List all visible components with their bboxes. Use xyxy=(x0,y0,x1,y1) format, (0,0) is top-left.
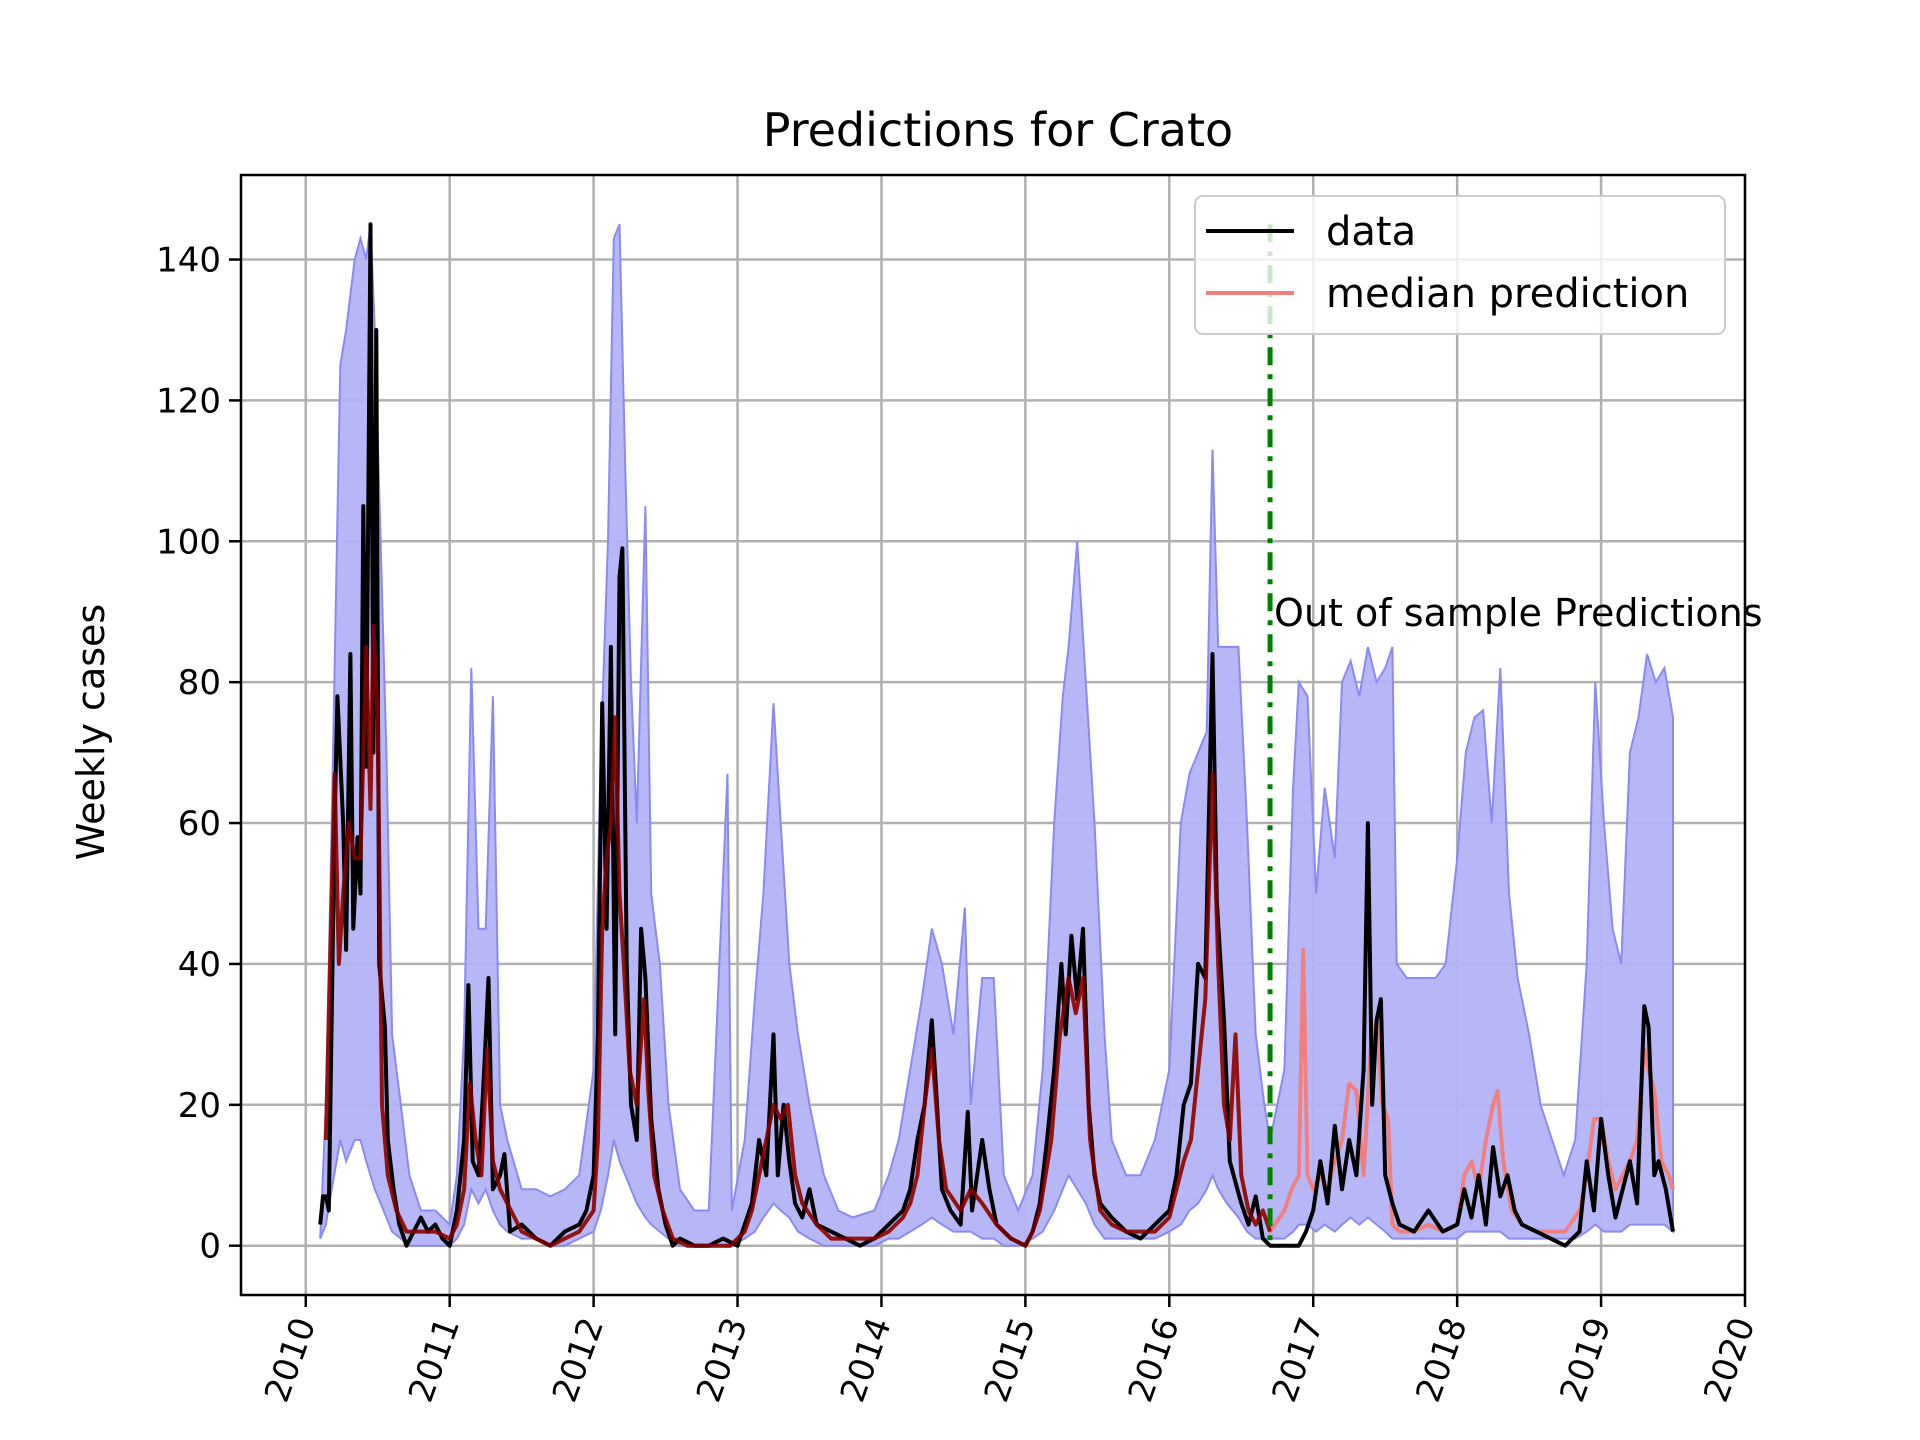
x-tick-label-2020: 2020 xyxy=(1696,1312,1763,1407)
x-tick-label-2011: 2011 xyxy=(401,1312,468,1407)
chart-title: Predictions for Crato xyxy=(763,103,1233,157)
legend-label-data: data xyxy=(1326,209,1416,255)
legend-label-median: median prediction xyxy=(1326,271,1689,317)
y-tick-label-100: 100 xyxy=(156,522,221,562)
x-tick-label-2012: 2012 xyxy=(545,1312,612,1407)
x-tick-label-2015: 2015 xyxy=(977,1312,1044,1407)
x-tick-label-2016: 2016 xyxy=(1121,1312,1188,1407)
y-tick-label-80: 80 xyxy=(178,663,221,703)
x-tick-label-2018: 2018 xyxy=(1408,1312,1475,1407)
legend-box xyxy=(1194,195,1726,335)
axes-frame xyxy=(239,173,1747,1297)
y-tick-label-20: 20 xyxy=(178,1086,221,1126)
y-axis-label: Weekly cases xyxy=(69,604,113,860)
y-tick-label-140: 140 xyxy=(156,241,221,281)
x-tick-label-2013: 2013 xyxy=(689,1312,756,1407)
y-tick-label-40: 40 xyxy=(178,945,221,985)
y-axis: 0 20 40 60 80 100 120 140 xyxy=(156,241,241,1267)
legend: data median prediction xyxy=(1194,195,1726,335)
prediction-interval-band xyxy=(319,223,1674,1247)
y-tick-label-60: 60 xyxy=(178,804,221,844)
x-tick-label-2010: 2010 xyxy=(257,1312,324,1407)
x-axis: 2010 2011 2012 2013 2014 2015 2016 2017 2018 2019… xyxy=(257,1295,1763,1407)
y-tick-label-120: 120 xyxy=(156,381,221,421)
out-of-sample-annotation: Out of sample Predictions xyxy=(1274,591,1763,635)
series-overlap-line xyxy=(323,623,1272,1248)
x-tick-label-2017: 2017 xyxy=(1265,1312,1332,1407)
y-tick-label-0: 0 xyxy=(199,1227,221,1267)
x-tick-label-2019: 2019 xyxy=(1552,1312,1619,1407)
x-tick-label-2014: 2014 xyxy=(833,1312,900,1407)
